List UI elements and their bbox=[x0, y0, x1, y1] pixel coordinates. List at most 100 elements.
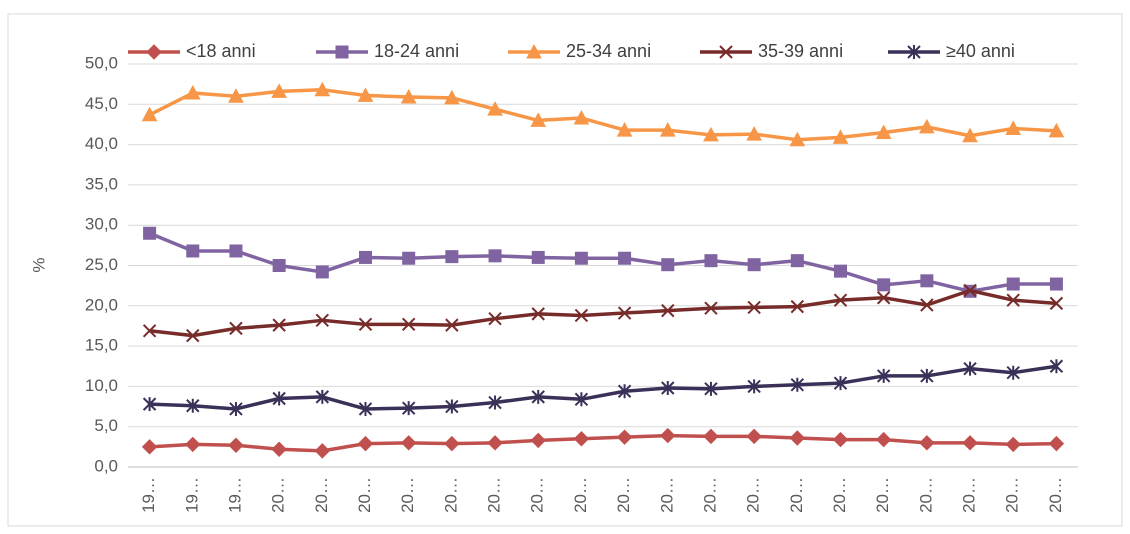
marker bbox=[445, 399, 459, 414]
x-tick-label: 19… bbox=[139, 477, 158, 513]
marker bbox=[444, 435, 460, 452]
series-line bbox=[149, 433, 1057, 453]
marker bbox=[875, 431, 892, 448]
marker bbox=[358, 317, 373, 332]
marker bbox=[618, 251, 632, 265]
marker bbox=[401, 317, 416, 332]
marker bbox=[335, 45, 349, 59]
y-tick-label: 50,0 bbox=[85, 53, 118, 72]
x-tick-label: 20… bbox=[1003, 477, 1022, 513]
marker bbox=[400, 435, 417, 451]
marker bbox=[272, 259, 286, 272]
marker bbox=[359, 250, 372, 264]
marker bbox=[616, 429, 633, 445]
y-tick-label: 35,0 bbox=[85, 174, 118, 193]
x-tick-label: 20… bbox=[744, 477, 763, 513]
marker bbox=[228, 88, 244, 103]
legend-label: <18 anni bbox=[186, 41, 256, 61]
x-tick-label: 20… bbox=[830, 477, 849, 513]
x-tick-label: 20… bbox=[960, 477, 979, 513]
chart-border bbox=[7, 13, 1123, 527]
marker bbox=[1006, 365, 1020, 380]
series-line bbox=[149, 288, 1057, 338]
marker bbox=[617, 306, 632, 320]
legend-label: 35-39 anni bbox=[758, 41, 843, 61]
y-tick-label: 10,0 bbox=[85, 376, 118, 395]
marker bbox=[1006, 277, 1020, 291]
marker bbox=[833, 376, 848, 391]
marker bbox=[141, 106, 158, 122]
x-tick-label: 20… bbox=[355, 477, 374, 513]
x-tick-label: 20… bbox=[873, 477, 892, 513]
marker bbox=[487, 101, 503, 116]
x-tick-label: 20… bbox=[485, 477, 504, 513]
marker bbox=[1005, 120, 1022, 135]
marker bbox=[402, 251, 416, 265]
x-tick-label: 20… bbox=[916, 477, 935, 513]
marker bbox=[661, 303, 675, 318]
marker bbox=[444, 89, 460, 105]
x-tick-label: 20… bbox=[787, 477, 806, 513]
marker bbox=[920, 298, 934, 312]
marker bbox=[747, 300, 761, 315]
marker bbox=[1049, 359, 1064, 374]
x-tick-label: 19… bbox=[225, 477, 244, 513]
marker bbox=[719, 45, 733, 59]
y-tick-label: 40,0 bbox=[85, 134, 118, 153]
marker bbox=[832, 129, 849, 144]
marker bbox=[314, 81, 331, 97]
marker bbox=[790, 254, 804, 268]
marker bbox=[833, 293, 848, 307]
marker bbox=[357, 435, 374, 452]
marker bbox=[186, 328, 200, 343]
marker bbox=[573, 109, 590, 125]
marker bbox=[963, 361, 977, 376]
series-line bbox=[148, 88, 1057, 142]
marker bbox=[877, 278, 891, 292]
marker bbox=[1005, 436, 1021, 453]
marker bbox=[357, 87, 374, 102]
marker bbox=[790, 377, 805, 392]
series-line bbox=[149, 364, 1057, 411]
marker bbox=[832, 431, 849, 448]
marker bbox=[920, 368, 934, 383]
x-tick-label: 20… bbox=[657, 477, 676, 513]
legend-label: 18-24 anni bbox=[374, 41, 459, 61]
y-tick-label: 5,0 bbox=[94, 416, 118, 435]
marker bbox=[617, 384, 632, 399]
marker bbox=[1048, 435, 1065, 452]
marker bbox=[919, 435, 935, 451]
marker bbox=[703, 428, 719, 445]
marker bbox=[1049, 277, 1063, 291]
marker bbox=[1048, 122, 1065, 138]
marker bbox=[488, 395, 502, 410]
x-tick-label: 20… bbox=[312, 477, 331, 513]
x-tick-label: 19… bbox=[182, 477, 201, 513]
marker bbox=[186, 244, 200, 258]
marker bbox=[530, 112, 547, 127]
marker bbox=[530, 432, 546, 449]
legend-label: 25-34 anni bbox=[566, 41, 651, 61]
marker bbox=[445, 250, 459, 264]
marker bbox=[531, 250, 545, 264]
series-line bbox=[148, 231, 1057, 294]
marker bbox=[142, 324, 157, 338]
marker bbox=[962, 435, 978, 451]
marker bbox=[876, 368, 891, 383]
marker bbox=[314, 443, 331, 459]
y-tick-label: 15,0 bbox=[85, 336, 118, 355]
marker bbox=[574, 392, 589, 407]
marker bbox=[445, 318, 459, 332]
marker bbox=[271, 441, 287, 457]
x-tick-label: 20… bbox=[528, 477, 547, 513]
x-tick-label: 20… bbox=[700, 477, 719, 513]
marker bbox=[487, 435, 503, 451]
x-tick-label: 20… bbox=[269, 477, 288, 513]
marker bbox=[400, 88, 417, 104]
x-tick-label: 20… bbox=[398, 477, 417, 513]
marker bbox=[963, 283, 977, 298]
marker bbox=[574, 251, 588, 265]
marker bbox=[143, 226, 157, 240]
y-axis-label: % bbox=[29, 257, 48, 272]
